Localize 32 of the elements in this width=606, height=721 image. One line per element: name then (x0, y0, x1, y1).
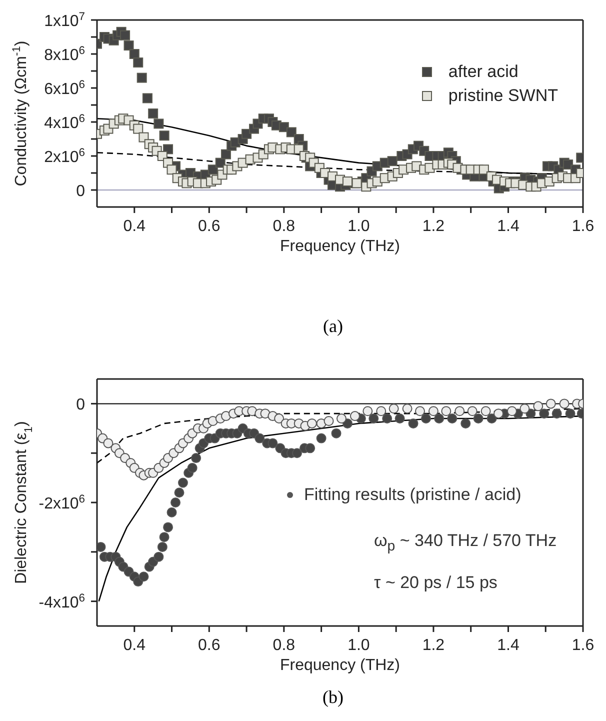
x-tick-label: 1.6 (572, 637, 594, 654)
x-tick-label: 0.4 (123, 637, 146, 654)
y-tick-label: 6x10$^{6}$ (44, 79, 85, 98)
y-tick-label: -2x10$^{6}$ (38, 494, 85, 512)
annotation: τ ~ 20 ps / 15 ps (374, 573, 498, 593)
legend-label: pristine SWNT (448, 86, 558, 106)
x-tick-label: 1.4 (497, 637, 520, 654)
x-tick-label: 1.4 (497, 218, 520, 235)
x-tick-label: 1.0 (348, 637, 370, 654)
x-tick-label: 1.0 (348, 218, 370, 235)
x-tick-label: 1.2 (422, 637, 445, 654)
y-tick-label: 1x10$^{7}$ (44, 11, 85, 30)
text: (a) (322, 315, 344, 338)
x-tick-label: 0.8 (272, 637, 296, 654)
y-tick-label: 4x10$^{6}$ (44, 113, 85, 132)
y-tick-label: 8x10$^{6}$ (44, 45, 85, 64)
y-tick-label: 0 (76, 183, 86, 200)
text: (b) (322, 686, 344, 709)
x-axis-title: Frequency (THz) (280, 657, 400, 674)
x-tick-label: 0.6 (198, 637, 220, 654)
y-tick-label: 2x10$^{6}$ (44, 147, 85, 166)
annotation: Fitting results (pristine / acid) (304, 485, 522, 505)
x-tick-label: 1.2 (422, 218, 445, 235)
y-tick-label: 0 (76, 396, 86, 414)
x-axis-title: Frequency (THz) (280, 238, 400, 255)
annotation: ω$_{p}$ ~ 340 THz / 570 THz (374, 531, 557, 554)
x-tick-label: 0.6 (198, 218, 220, 235)
y-tick-label: -4x10$^{6}$ (38, 592, 85, 612)
x-tick-label: 0.8 (272, 218, 296, 235)
legend-label: after acid (448, 62, 518, 82)
x-tick-label: 1.6 (572, 218, 594, 235)
x-tick-label: 0.4 (123, 218, 146, 235)
